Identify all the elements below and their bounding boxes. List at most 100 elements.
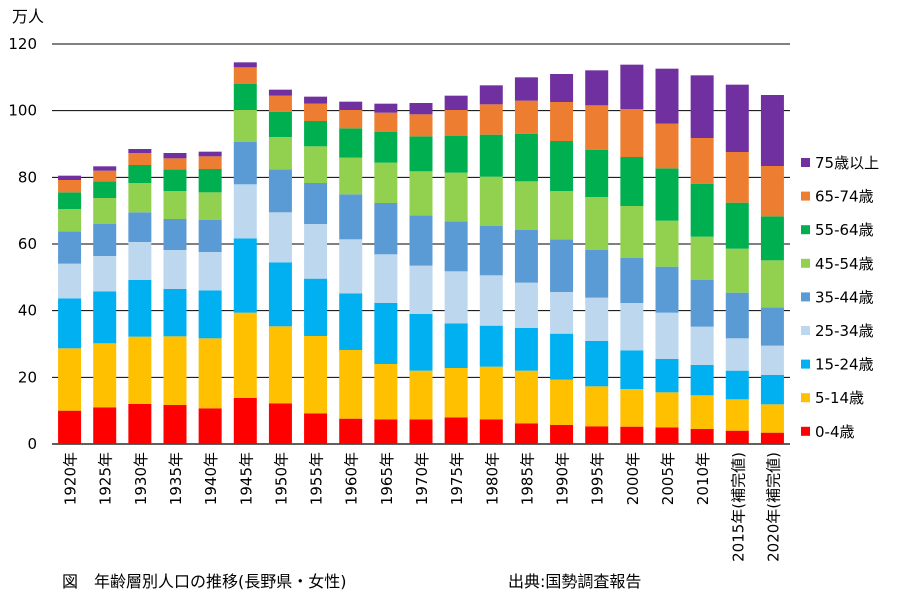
x-tick-label: 2015年(補完値) xyxy=(729,452,747,562)
bar-segment xyxy=(655,266,679,313)
bar-segment xyxy=(620,64,644,109)
bar-segment xyxy=(514,230,538,283)
bar-segment xyxy=(339,239,363,294)
y-tick-label: 100 xyxy=(8,102,37,120)
bar-segment xyxy=(58,175,82,180)
bar-segment xyxy=(163,169,187,191)
bar-segment xyxy=(550,292,574,334)
bar-segment xyxy=(93,343,117,408)
bar-segment xyxy=(514,282,538,328)
bar-segment xyxy=(655,427,679,444)
bar-segment xyxy=(655,392,679,428)
bar-segment xyxy=(233,67,257,84)
bar-segment xyxy=(585,70,609,106)
bar-segment xyxy=(163,158,187,170)
bar-segment xyxy=(374,162,398,203)
bars xyxy=(58,62,784,444)
bar-segment xyxy=(514,181,538,230)
bar-segment xyxy=(163,191,187,219)
bar-segment xyxy=(409,215,433,266)
bar-segment xyxy=(479,176,503,226)
x-tick-label: 1990年 xyxy=(554,452,572,505)
bar-segment xyxy=(58,192,82,209)
bar-segment xyxy=(93,181,117,198)
bar-segment xyxy=(198,252,222,291)
x-tick-label: 1975年 xyxy=(448,452,466,505)
bar-segment xyxy=(339,293,363,350)
bar-segment xyxy=(444,136,468,173)
bar-segment xyxy=(514,133,538,182)
bar-segment xyxy=(339,194,363,240)
bar-segment xyxy=(374,303,398,364)
x-tick-label: 1925年 xyxy=(97,452,115,505)
x-tick-label: 1950年 xyxy=(272,452,290,505)
legend-swatch xyxy=(801,426,810,436)
bar-segment xyxy=(725,248,749,293)
bar-segment xyxy=(620,109,644,157)
bar-segment xyxy=(725,399,749,431)
bar-segment xyxy=(233,398,257,444)
bar-segment xyxy=(339,110,363,129)
bar-segment xyxy=(58,209,82,232)
bar-segment xyxy=(585,341,609,387)
bar-segment xyxy=(128,212,152,242)
bar-segment xyxy=(585,297,609,341)
x-tick-label: 1970年 xyxy=(413,452,431,505)
bar-segment xyxy=(444,172,468,222)
bar-segment xyxy=(374,364,398,420)
bar-segment xyxy=(760,260,784,308)
bar-segment xyxy=(233,312,257,398)
bar-segment xyxy=(409,265,433,314)
bar-segment xyxy=(268,212,292,263)
bar-segment xyxy=(128,165,152,183)
bar-segment xyxy=(58,348,82,411)
bar-segment xyxy=(268,403,292,444)
bar-segment xyxy=(93,407,117,444)
legend-swatch xyxy=(801,258,810,268)
x-tick-label: 1985年 xyxy=(518,452,536,505)
bar-segment xyxy=(690,429,714,444)
bar-segment xyxy=(620,426,644,444)
bar-segment xyxy=(725,84,749,152)
x-tick-label: 1945年 xyxy=(237,452,255,505)
bar-segment xyxy=(409,370,433,420)
bar-segment xyxy=(339,157,363,195)
bar-segment xyxy=(444,417,468,444)
bar-segment xyxy=(198,151,222,157)
legend-swatch xyxy=(801,225,810,235)
bar-segment xyxy=(655,312,679,359)
x-tick-label: 1930年 xyxy=(132,452,150,505)
y-axis-unit-label: 万人 xyxy=(12,7,44,26)
bar-segment xyxy=(268,111,292,137)
bar-segment xyxy=(760,307,784,346)
bar-segment xyxy=(409,314,433,371)
bar-segment xyxy=(760,166,784,217)
x-tick-labels: 1920年 1925年 1930年 1935年 1940年 1945年 1950年 1955年… xyxy=(62,452,783,562)
legend-swatch xyxy=(801,326,810,335)
y-tick-label: 20 xyxy=(18,368,37,386)
y-tick-label: 0 xyxy=(27,435,37,453)
bar-segment xyxy=(58,298,82,349)
bar-segment xyxy=(479,419,503,444)
bar-segment xyxy=(233,84,257,110)
bar-segment xyxy=(725,370,749,400)
bar-segment xyxy=(128,404,152,444)
bar-segment xyxy=(339,101,363,110)
legend-label: 35-44歳 xyxy=(815,288,874,306)
x-tick-label: 2000年 xyxy=(624,452,642,505)
bar-segment xyxy=(93,166,117,171)
bar-segment xyxy=(655,359,679,393)
bar-segment xyxy=(128,242,152,280)
bar-segment xyxy=(409,114,433,137)
bar-segment xyxy=(93,198,117,224)
legend-label: 15-24歳 xyxy=(815,356,874,374)
bar-segment xyxy=(163,250,187,289)
bar-segment xyxy=(620,206,644,258)
bar-segment xyxy=(725,292,749,339)
bar-segment xyxy=(93,291,117,344)
bar-segment xyxy=(760,404,784,433)
figure-caption: 図 年齢層別人口の推移(長野県・女性) xyxy=(62,572,347,591)
legend-swatch xyxy=(801,158,810,167)
bar-segment xyxy=(514,370,538,424)
bar-segment xyxy=(198,408,222,444)
